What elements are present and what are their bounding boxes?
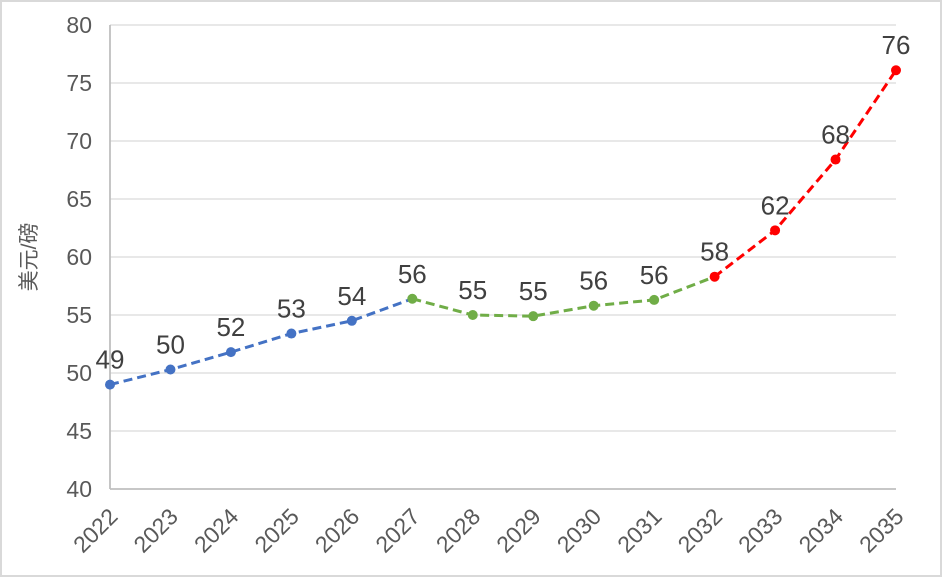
data-point-label: 52 xyxy=(216,312,245,342)
data-point-label: 76 xyxy=(882,30,911,60)
x-tick-label: 2023 xyxy=(128,503,183,558)
data-point-marker xyxy=(528,311,539,322)
data-point-label: 56 xyxy=(579,266,608,296)
x-tick-label: 2034 xyxy=(794,503,849,558)
data-point-marker xyxy=(346,315,357,326)
data-point-marker xyxy=(407,293,418,304)
data-point-marker xyxy=(225,347,236,358)
y-tick-label: 80 xyxy=(66,12,92,38)
data-point-label: 55 xyxy=(519,276,548,306)
data-point-label: 62 xyxy=(761,190,790,220)
y-tick-label: 65 xyxy=(66,186,92,212)
x-tick-label: 2027 xyxy=(370,503,425,558)
data-point-marker xyxy=(830,154,841,165)
data-point-marker xyxy=(649,294,660,305)
x-tick-label: 2026 xyxy=(310,503,365,558)
y-tick-label: 40 xyxy=(66,476,92,502)
data-point-label: 54 xyxy=(337,281,366,311)
y-tick-label: 45 xyxy=(66,418,92,444)
data-point-label: 56 xyxy=(640,260,669,290)
data-point-marker xyxy=(709,271,720,282)
data-point-label: 53 xyxy=(277,294,306,324)
data-point-label: 50 xyxy=(156,330,185,360)
data-point-marker xyxy=(165,364,176,375)
x-tick-label: 2028 xyxy=(431,503,486,558)
x-tick-label: 2030 xyxy=(552,503,607,558)
data-point-label: 49 xyxy=(96,345,125,375)
data-point-marker xyxy=(286,328,297,339)
data-point-marker xyxy=(467,310,478,320)
green-dashed-segment xyxy=(411,275,716,318)
y-axis-title: 美元/磅 xyxy=(18,223,41,292)
y-tick-label: 75 xyxy=(66,70,92,96)
x-tick-label: 2032 xyxy=(673,503,728,558)
data-point-label: 56 xyxy=(398,259,427,289)
data-point-marker xyxy=(770,225,781,236)
x-tick-label: 2035 xyxy=(854,503,909,558)
data-point-label: 58 xyxy=(700,237,729,267)
data-point-marker xyxy=(105,379,115,390)
y-tick-label: 55 xyxy=(66,302,92,328)
x-tick-label: 2031 xyxy=(612,503,667,558)
data-point-label: 68 xyxy=(821,120,850,150)
data-point-marker xyxy=(588,300,599,311)
y-tick-label: 70 xyxy=(66,128,92,154)
x-tick-label: 2022 xyxy=(68,503,123,558)
y-tick-label: 50 xyxy=(66,360,92,386)
y-tick-label: 60 xyxy=(66,244,92,270)
x-tick-label: 2033 xyxy=(733,503,788,558)
x-tick-label: 2029 xyxy=(491,503,546,558)
data-point-label: 55 xyxy=(458,275,487,305)
x-tick-label: 2024 xyxy=(189,503,244,558)
x-tick-label: 2025 xyxy=(249,503,304,558)
data-point-marker xyxy=(891,65,901,76)
blue-dashed-segment xyxy=(109,297,413,387)
red-dashed-segment xyxy=(713,69,898,278)
